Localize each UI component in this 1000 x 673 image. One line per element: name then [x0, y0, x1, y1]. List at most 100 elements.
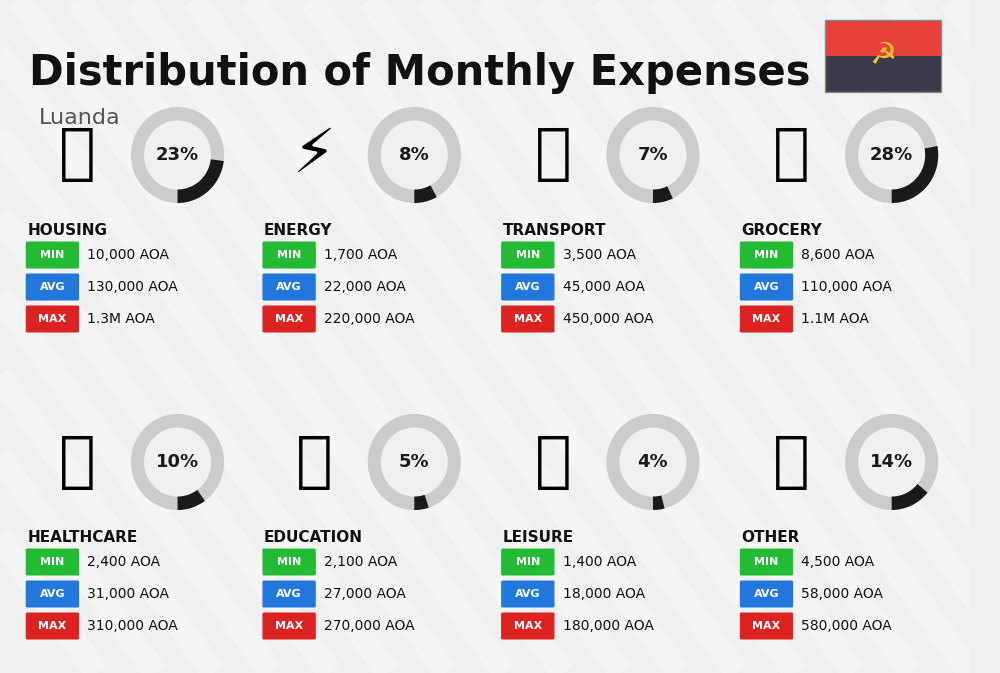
Text: AVG: AVG	[754, 282, 779, 292]
FancyBboxPatch shape	[501, 581, 554, 608]
Bar	[825, 20, 941, 92]
Text: 1.1M AOA: 1.1M AOA	[801, 312, 869, 326]
Text: 14%: 14%	[870, 453, 913, 471]
Text: ☭: ☭	[869, 42, 897, 71]
FancyBboxPatch shape	[262, 242, 316, 269]
Text: TRANSPORT: TRANSPORT	[503, 223, 606, 238]
Text: 💰: 💰	[773, 433, 810, 491]
Text: 4%: 4%	[638, 453, 668, 471]
FancyBboxPatch shape	[501, 612, 554, 639]
Circle shape	[619, 427, 687, 497]
Text: AVG: AVG	[515, 589, 541, 599]
Wedge shape	[845, 414, 938, 510]
Text: 🛍️: 🛍️	[535, 433, 571, 491]
Circle shape	[619, 120, 687, 190]
Text: 310,000 AOA: 310,000 AOA	[87, 619, 178, 633]
FancyBboxPatch shape	[26, 548, 79, 575]
Circle shape	[381, 120, 448, 190]
Circle shape	[858, 120, 925, 190]
Wedge shape	[606, 107, 700, 203]
Text: 450,000 AOA: 450,000 AOA	[563, 312, 653, 326]
FancyBboxPatch shape	[740, 273, 793, 301]
Bar	[825, 56, 941, 92]
Text: HOUSING: HOUSING	[27, 223, 107, 238]
Text: 3,500 AOA: 3,500 AOA	[563, 248, 636, 262]
FancyBboxPatch shape	[262, 612, 316, 639]
Text: MAX: MAX	[514, 621, 542, 631]
Wedge shape	[414, 495, 429, 510]
Text: 1,400 AOA: 1,400 AOA	[563, 555, 636, 569]
Text: MIN: MIN	[754, 250, 779, 260]
Text: AVG: AVG	[276, 589, 302, 599]
Text: 45,000 AOA: 45,000 AOA	[563, 280, 645, 294]
Text: 4,500 AOA: 4,500 AOA	[801, 555, 875, 569]
Wedge shape	[131, 107, 224, 203]
Text: 580,000 AOA: 580,000 AOA	[801, 619, 892, 633]
Circle shape	[144, 120, 211, 190]
Text: 8%: 8%	[399, 146, 430, 164]
Text: 58,000 AOA: 58,000 AOA	[801, 587, 883, 601]
Text: 🚌: 🚌	[535, 125, 571, 184]
FancyBboxPatch shape	[740, 612, 793, 639]
Circle shape	[144, 427, 211, 497]
Text: 2,100 AOA: 2,100 AOA	[324, 555, 397, 569]
Text: GROCERY: GROCERY	[741, 223, 822, 238]
FancyBboxPatch shape	[26, 306, 79, 332]
Wedge shape	[892, 484, 928, 510]
Wedge shape	[368, 107, 461, 203]
Wedge shape	[653, 186, 673, 203]
Text: 🛒: 🛒	[773, 125, 810, 184]
Text: MAX: MAX	[752, 314, 781, 324]
Text: 18,000 AOA: 18,000 AOA	[563, 587, 645, 601]
Text: MAX: MAX	[752, 621, 781, 631]
Text: Luanda: Luanda	[39, 108, 120, 128]
Wedge shape	[414, 185, 437, 203]
Text: MIN: MIN	[40, 557, 65, 567]
FancyBboxPatch shape	[26, 612, 79, 639]
Text: 🏢: 🏢	[59, 125, 96, 184]
FancyBboxPatch shape	[740, 306, 793, 332]
Text: MIN: MIN	[754, 557, 779, 567]
FancyBboxPatch shape	[501, 273, 554, 301]
FancyBboxPatch shape	[740, 242, 793, 269]
Text: 2,400 AOA: 2,400 AOA	[87, 555, 160, 569]
Text: MAX: MAX	[38, 621, 67, 631]
Wedge shape	[845, 107, 938, 203]
Text: LEISURE: LEISURE	[503, 530, 574, 545]
FancyBboxPatch shape	[262, 548, 316, 575]
Text: ⚡: ⚡	[293, 125, 336, 184]
FancyBboxPatch shape	[501, 306, 554, 332]
Text: 7%: 7%	[638, 146, 668, 164]
Text: ENERGY: ENERGY	[264, 223, 332, 238]
Text: MIN: MIN	[277, 250, 301, 260]
Text: MAX: MAX	[275, 314, 303, 324]
Text: 180,000 AOA: 180,000 AOA	[563, 619, 654, 633]
Text: AVG: AVG	[754, 589, 779, 599]
Wedge shape	[368, 414, 461, 510]
Text: AVG: AVG	[276, 282, 302, 292]
Wedge shape	[892, 146, 938, 203]
Text: 1,700 AOA: 1,700 AOA	[324, 248, 397, 262]
Text: 🏥: 🏥	[59, 433, 96, 491]
Text: 1.3M AOA: 1.3M AOA	[87, 312, 155, 326]
Text: MIN: MIN	[516, 250, 540, 260]
Text: MIN: MIN	[516, 557, 540, 567]
FancyBboxPatch shape	[262, 306, 316, 332]
Text: 🎓: 🎓	[296, 433, 333, 491]
FancyBboxPatch shape	[262, 273, 316, 301]
Text: MIN: MIN	[277, 557, 301, 567]
Text: 8,600 AOA: 8,600 AOA	[801, 248, 875, 262]
Text: HEALTHCARE: HEALTHCARE	[27, 530, 137, 545]
FancyBboxPatch shape	[501, 548, 554, 575]
Text: MIN: MIN	[40, 250, 65, 260]
Text: 5%: 5%	[399, 453, 430, 471]
FancyBboxPatch shape	[501, 242, 554, 269]
Text: MAX: MAX	[275, 621, 303, 631]
Text: 22,000 AOA: 22,000 AOA	[324, 280, 406, 294]
Text: AVG: AVG	[40, 282, 65, 292]
Bar	[825, 20, 941, 56]
Circle shape	[381, 427, 448, 497]
Text: 10%: 10%	[156, 453, 199, 471]
Wedge shape	[653, 495, 665, 510]
Text: EDUCATION: EDUCATION	[264, 530, 363, 545]
